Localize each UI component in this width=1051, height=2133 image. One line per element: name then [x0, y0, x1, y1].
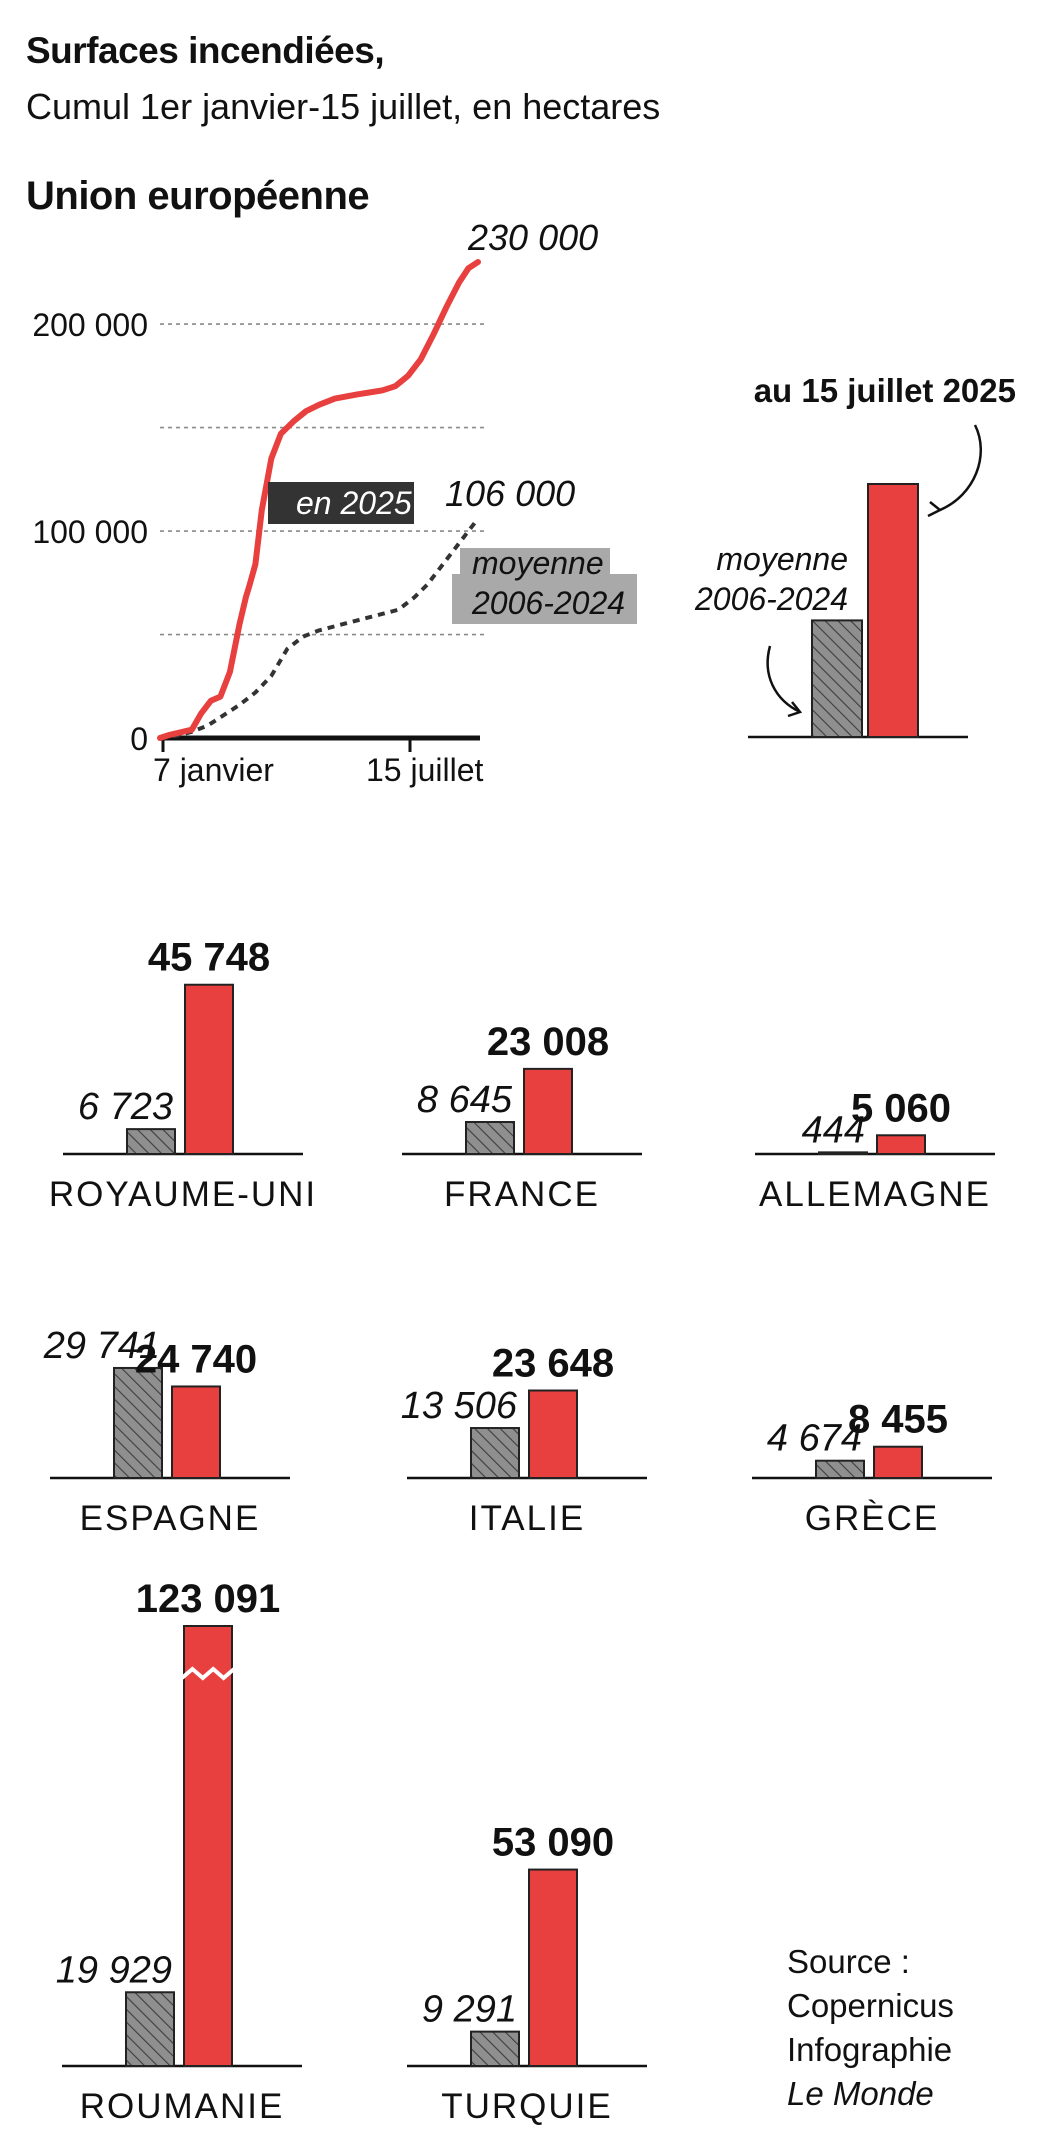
bar-average	[811, 619, 863, 739]
label-average-line2: 2006-2024	[471, 585, 625, 621]
arrow-average	[766, 645, 801, 714]
arrowhead-2025	[927, 501, 943, 518]
y-tick-label: 0	[130, 721, 148, 757]
label-average-line1: moyenne	[472, 545, 604, 581]
bar-average	[113, 1366, 163, 1479]
country-label: ROUMANIE	[80, 2087, 285, 2126]
bar-2025	[873, 1445, 923, 1480]
value-label-2025: 23 008	[487, 1020, 609, 1064]
credit-label: Infographie	[787, 2031, 953, 2068]
bar-average	[465, 1121, 515, 1156]
eu-line-chart: 0 100 000 200 000 7 janvier 15 juillet 230 00…	[32, 217, 637, 788]
x-tick-label: 7 janvier	[153, 752, 274, 788]
country-label: ALLEMAGNE	[759, 1175, 991, 1214]
value-label-2025: 5 060	[851, 1086, 951, 1130]
bar-2025	[528, 1868, 578, 2068]
x-tick-label: 15 juillet	[366, 752, 484, 788]
label-2025: en 2025	[296, 485, 412, 521]
bar-2025	[171, 1385, 221, 1480]
series-line-2025	[157, 259, 481, 741]
end-label-2025: 230 000	[467, 217, 598, 258]
value-label-average: 8 645	[417, 1079, 513, 1121]
summary-avg-label-line2: 2006-2024	[694, 581, 848, 617]
value-label-average: 13 506	[401, 1385, 518, 1427]
bar-2025	[183, 1625, 233, 2067]
credit-name: Le Monde	[787, 2075, 934, 2112]
value-label-average: 9 291	[422, 1989, 517, 2031]
value-label-2025: 23 648	[492, 1342, 614, 1386]
source-name: Copernicus	[787, 1987, 954, 2024]
bar-2025	[184, 983, 234, 1156]
label-box-average	[460, 548, 610, 576]
value-label-average: 29 741	[43, 1325, 160, 1367]
bar-2025	[876, 1134, 926, 1155]
series-line-average	[159, 517, 480, 740]
axis-break-marker	[180, 1666, 236, 1681]
bar-average	[125, 1991, 175, 2067]
value-label-2025: 45 748	[148, 936, 270, 980]
summary-avg-label-line1: moyenne	[716, 541, 848, 577]
label-box-average	[452, 574, 637, 624]
y-tick-label: 100 000	[32, 514, 148, 550]
bar-average	[818, 1151, 868, 1155]
value-label-average: 19 929	[56, 1949, 172, 1991]
value-label-2025: 24 740	[135, 1337, 257, 1381]
country-label: TURQUIE	[441, 2087, 613, 2126]
bar-2025	[528, 1389, 578, 1480]
chart-title: Surfaces incendiées,	[26, 30, 385, 71]
label-box-2025	[268, 482, 414, 524]
value-label-2025: 123 091	[136, 1577, 281, 1621]
source-label: Source :	[787, 1943, 910, 1980]
country-label: ITALIE	[469, 1499, 585, 1538]
bar-2025	[523, 1067, 573, 1155]
arrow-2025	[939, 424, 983, 512]
end-label-average: 106 000	[445, 473, 575, 514]
bar-average	[470, 1427, 520, 1480]
country-bar-charts: 6 723 45 748 ROYAUME-UNI 8 645 23 008 FRANCE 4…	[43, 936, 995, 2126]
summary-title: au 15 juillet 2025	[754, 372, 1016, 409]
value-label-average: 6 723	[78, 1086, 173, 1128]
eu-summary-bar-chart: au 15 juillet 2025 moyenne 2006-2024	[694, 372, 1016, 739]
value-label-2025: 53 090	[492, 1821, 614, 1865]
bar-average	[815, 1459, 865, 1479]
eu-section-title: Union européenne	[26, 174, 370, 218]
source-note: Source : Copernicus Infographie Le Monde	[787, 1940, 954, 2116]
bar-2025	[867, 483, 919, 738]
country-label: ROYAUME-UNI	[49, 1175, 317, 1214]
country-label: ESPAGNE	[80, 1499, 261, 1538]
arrowhead-average	[787, 701, 803, 718]
country-label: GRÈCE	[805, 1499, 939, 1538]
value-label-average: 444	[802, 1109, 865, 1151]
y-tick-label: 200 000	[32, 307, 148, 343]
value-label-2025: 8 455	[848, 1398, 948, 1442]
bar-average	[470, 2030, 520, 2067]
chart-subtitle: Cumul 1er janvier-15 juillet, en hectare…	[26, 86, 661, 127]
country-label: FRANCE	[444, 1175, 600, 1214]
value-label-average: 4 674	[767, 1418, 862, 1460]
bar-average	[126, 1128, 176, 1155]
